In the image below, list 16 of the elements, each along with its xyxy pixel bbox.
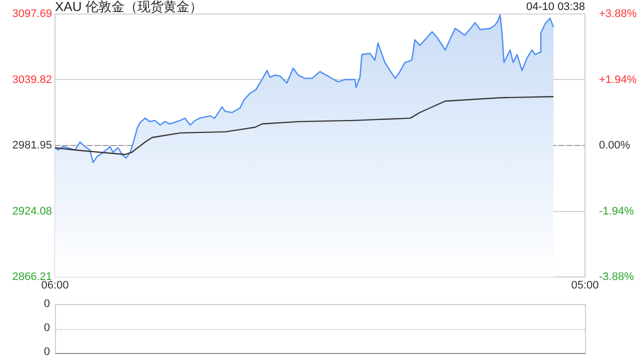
text: 0: [44, 346, 50, 358]
x-tick-label: 06:00: [41, 280, 69, 292]
y-tick-label: 3039.82: [12, 74, 52, 86]
y2-tick-label: +1.94%: [599, 74, 637, 86]
chart-title: XAU 伦敦金（现货黄金）: [55, 0, 202, 14]
y2-tick-label: +3.88%: [599, 8, 637, 20]
text: 0: [44, 298, 50, 310]
y2-tick-label: -3.88%: [599, 271, 634, 284]
y2-tick-label: -1.94%: [599, 205, 634, 218]
y-tick-label: 2924.08: [12, 205, 52, 218]
y-tick-label: 3097.69: [12, 8, 52, 20]
x-tick-label: 05:00: [571, 280, 599, 292]
text: 0: [44, 322, 50, 334]
y-tick-label: 2981.95: [12, 140, 52, 152]
text: 04-10 03:38: [526, 1, 585, 13]
y2-tick-label: 0.00%: [599, 140, 630, 152]
